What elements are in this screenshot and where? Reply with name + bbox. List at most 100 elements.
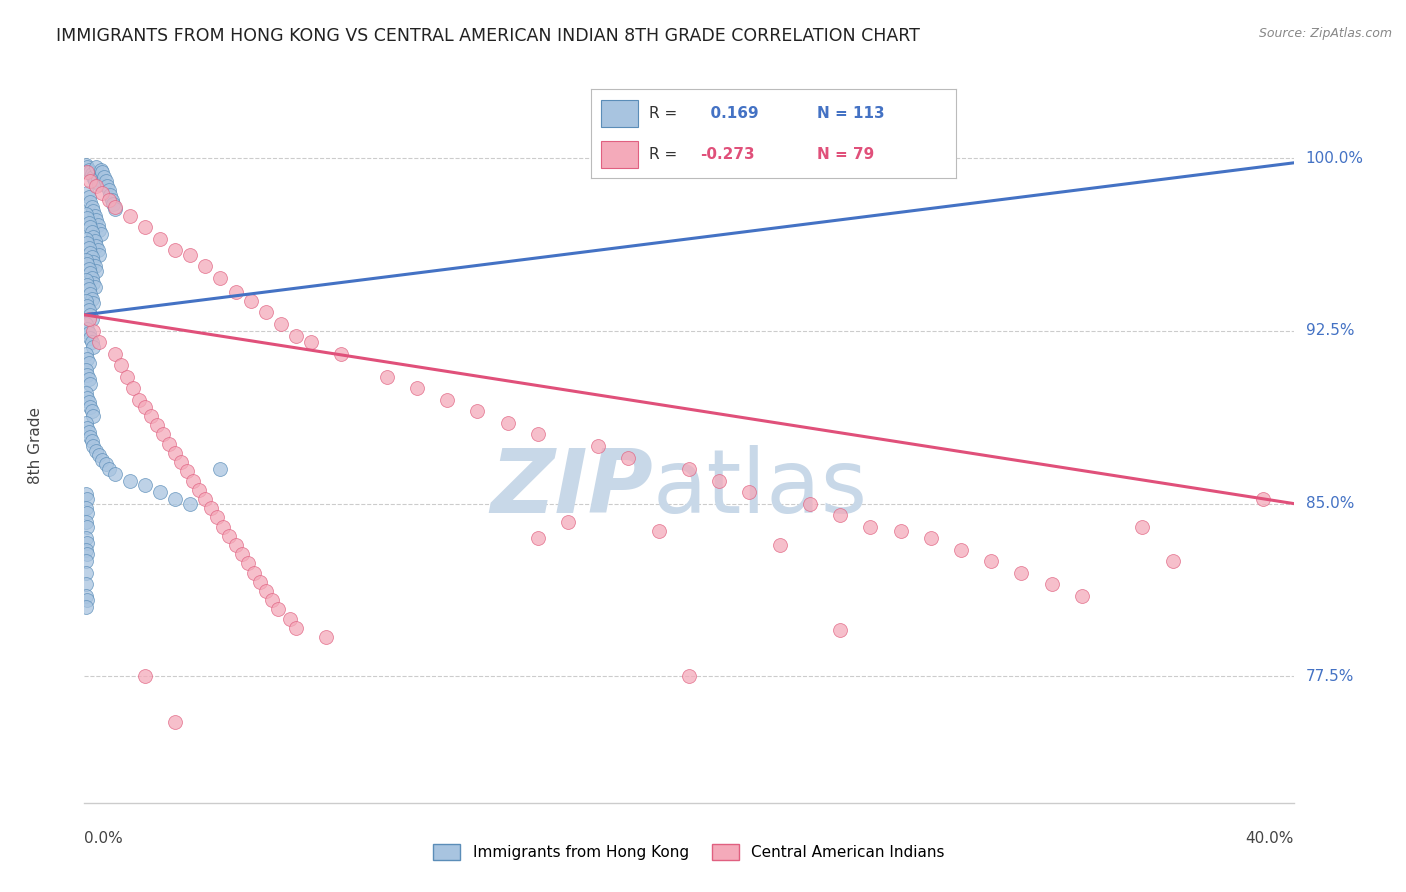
Point xyxy=(77,425,100,440)
Point xyxy=(165,244,187,258)
Point xyxy=(75,542,97,557)
Point xyxy=(84,260,107,274)
Point xyxy=(75,416,97,430)
Point xyxy=(76,420,98,434)
Point xyxy=(118,474,141,488)
Point xyxy=(527,427,550,442)
Point xyxy=(270,317,292,331)
Text: -0.273: -0.273 xyxy=(700,147,755,161)
Point xyxy=(89,248,111,262)
Point xyxy=(170,455,193,469)
Point xyxy=(149,485,172,500)
Point xyxy=(678,462,700,476)
Point xyxy=(82,276,104,290)
Point xyxy=(76,165,98,179)
Point xyxy=(79,165,101,179)
Point xyxy=(134,669,156,683)
Point xyxy=(207,510,229,524)
Point xyxy=(200,501,222,516)
Point xyxy=(225,538,247,552)
Point xyxy=(75,293,97,308)
Point xyxy=(90,227,112,242)
Point xyxy=(799,497,821,511)
Point xyxy=(406,381,429,395)
Point xyxy=(128,392,150,407)
Point xyxy=(75,252,97,267)
Point xyxy=(80,167,103,181)
Point xyxy=(101,197,124,211)
Point xyxy=(80,434,103,449)
Point xyxy=(86,213,108,227)
Point xyxy=(267,602,290,616)
Point xyxy=(920,531,942,545)
Point xyxy=(1040,577,1063,591)
Point xyxy=(118,209,141,223)
Text: 77.5%: 77.5% xyxy=(1306,669,1354,683)
Point xyxy=(76,351,98,366)
Point xyxy=(97,193,120,207)
Text: 0.169: 0.169 xyxy=(700,106,759,120)
Point xyxy=(209,462,232,476)
Point xyxy=(527,531,550,545)
Point xyxy=(82,204,104,219)
Point xyxy=(104,200,127,214)
Point xyxy=(181,474,204,488)
Point xyxy=(76,186,98,200)
Point xyxy=(149,232,172,246)
Point xyxy=(91,165,114,179)
Text: 0.0%: 0.0% xyxy=(84,831,124,847)
Point xyxy=(80,250,103,264)
Point xyxy=(77,312,100,326)
Point xyxy=(165,715,187,730)
Point xyxy=(179,497,201,511)
Point xyxy=(79,308,101,322)
Point xyxy=(79,220,101,235)
Point xyxy=(194,260,217,274)
Point xyxy=(80,292,103,306)
Point xyxy=(79,245,101,260)
Point xyxy=(299,335,322,350)
Point xyxy=(77,372,100,386)
Point xyxy=(77,162,100,177)
Point xyxy=(218,529,240,543)
Point xyxy=(709,474,731,488)
Point xyxy=(91,452,114,467)
Point xyxy=(152,427,174,442)
Point xyxy=(557,515,579,529)
Point xyxy=(110,359,132,373)
Point xyxy=(89,177,111,191)
Point xyxy=(89,448,111,462)
Point xyxy=(284,621,308,635)
Point xyxy=(84,280,107,294)
Point xyxy=(82,255,104,269)
Point xyxy=(76,321,98,335)
Text: 40.0%: 40.0% xyxy=(1246,831,1294,847)
Point xyxy=(315,630,337,644)
Point xyxy=(139,409,162,423)
Point xyxy=(76,277,98,292)
Text: atlas: atlas xyxy=(652,445,868,533)
Point xyxy=(82,229,104,244)
Point xyxy=(104,202,127,216)
Point xyxy=(146,418,169,433)
Point xyxy=(86,178,108,193)
Point xyxy=(75,158,97,172)
Point xyxy=(75,515,97,529)
Point xyxy=(76,535,98,549)
Legend: Immigrants from Hong Kong, Central American Indians: Immigrants from Hong Kong, Central Ameri… xyxy=(427,838,950,866)
Point xyxy=(75,554,97,568)
Point xyxy=(76,257,98,271)
Bar xyxy=(602,100,638,127)
Point xyxy=(859,519,882,533)
Point xyxy=(1071,589,1094,603)
Point xyxy=(254,584,277,599)
Point xyxy=(239,293,262,308)
Point xyxy=(225,285,247,299)
Point xyxy=(830,508,852,522)
Point xyxy=(98,188,121,202)
Point xyxy=(165,491,187,506)
Point xyxy=(87,172,110,186)
Point xyxy=(176,464,198,478)
Point xyxy=(82,296,104,310)
Point xyxy=(86,443,108,458)
